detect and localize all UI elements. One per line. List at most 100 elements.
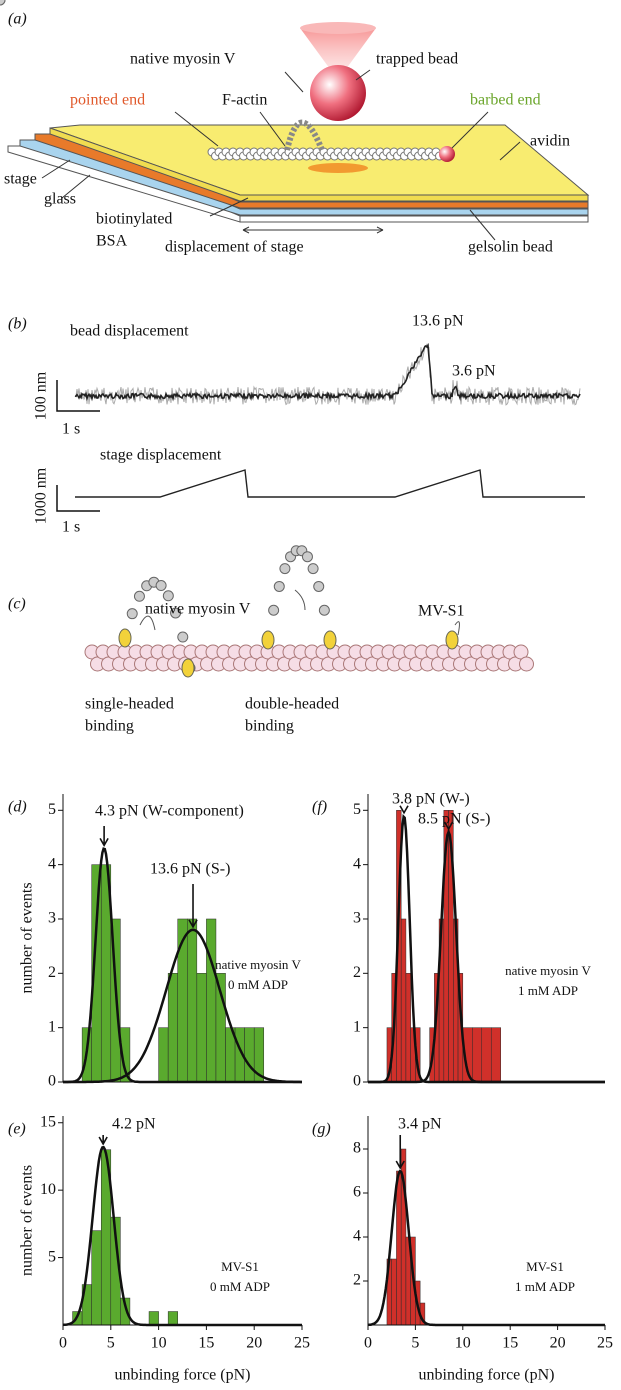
y-tick-label: 4 [353, 1228, 361, 1245]
x-tick-label: 25 [597, 1335, 613, 1352]
annotation: 13.6 pN (S-) [150, 861, 230, 878]
bar [405, 973, 411, 1083]
annotation: native myosin V [505, 963, 591, 978]
y-tick-label: 5 [48, 801, 56, 818]
x-axis-label: unbinding force (pN) [115, 1367, 251, 1384]
y-tick-label: 10 [40, 1181, 56, 1198]
y-tick-label: 15 [40, 1113, 56, 1130]
x-tick-label: 15 [198, 1335, 214, 1352]
histogram: (g) 2 4 6 8 0 5 10 15 20 25 unbinding force (pN) 3.4… [312, 1116, 613, 1384]
bar [206, 918, 217, 1083]
x-tick-label: 10 [151, 1335, 167, 1352]
bar [158, 1027, 169, 1083]
label: native myosin V [145, 601, 251, 618]
label: pointed end [70, 92, 145, 109]
annotation: 3.8 pN (W-) [392, 791, 470, 808]
panel-label: (g) [312, 1121, 331, 1138]
label: binding [245, 718, 294, 735]
panel-label: (e) [8, 1121, 26, 1138]
label: stage [4, 171, 37, 188]
y-tick-label: 3 [353, 910, 361, 927]
actin-bead [519, 656, 534, 672]
x-tick-label: 0 [59, 1335, 67, 1352]
label: barbed end [470, 92, 541, 109]
y-tick-label: 0 [48, 1073, 56, 1090]
panel-label: (f) [312, 799, 327, 816]
x-tick-label: 5 [107, 1335, 115, 1352]
annotation: 4.2 pN [112, 1116, 156, 1133]
stage-trace [75, 469, 585, 498]
x-tick-label: 0 [364, 1335, 372, 1352]
label: F-actin [222, 92, 267, 109]
annotation: 1 mM ADP [515, 1279, 575, 1294]
y-tick-label: 8 [353, 1140, 361, 1157]
annotation: 4.3 pN (W-component) [95, 803, 244, 820]
trapped-bead [310, 65, 366, 121]
y-tick-label: 1 [353, 1018, 361, 1035]
fit-curve [63, 928, 302, 1084]
stage-layer [239, 215, 589, 223]
label: double-headed [245, 696, 339, 713]
laser-cone [300, 28, 376, 80]
y-tick-label: 1 [48, 1018, 56, 1035]
bar [472, 1027, 483, 1083]
y-tick-label: 3 [48, 910, 56, 927]
myosin-bead [301, 551, 313, 563]
myosin-tail [454, 621, 460, 636]
f-actin [84, 644, 534, 672]
bar [187, 918, 198, 1083]
laser-spot [308, 163, 368, 173]
y-axis-label: number of events [19, 882, 36, 993]
y-tick-label: 5 [353, 801, 361, 818]
panel-label: (b) [8, 316, 27, 333]
x-tick-label: 20 [246, 1335, 262, 1352]
myosin-tail [294, 589, 306, 611]
myosin [284, 119, 325, 152]
label: bead displacement [70, 323, 189, 340]
panel-label: (d) [8, 799, 27, 816]
scale-label: 1000 nm [33, 467, 50, 524]
bar [490, 1027, 501, 1083]
bar [244, 1027, 255, 1083]
avidin-edge [49, 127, 589, 202]
y-tick-label: 4 [353, 855, 361, 872]
y-tick-label: 4 [48, 855, 56, 872]
bead-trace [74, 342, 581, 402]
myosin-drawings [0, 0, 460, 678]
annotation: 1 mM ADP [518, 983, 578, 998]
myosin-bead [0, 0, 6, 6]
label: 3.6 pN [452, 363, 496, 380]
y-tick-label: 0 [353, 1073, 361, 1090]
bar [481, 1027, 492, 1083]
myosin-tail [139, 615, 156, 631]
panel-label: (c) [8, 596, 26, 613]
myosin-bead [313, 580, 325, 592]
bead-trace-raw [74, 343, 581, 406]
annotation: native myosin V [215, 957, 301, 972]
label: BSA [96, 233, 128, 250]
myosin-bead [170, 607, 182, 619]
myosin-bead [133, 590, 145, 602]
histogram: (d) 0 1 2 3 4 5 number of events 4.3 pN (W-compo… [8, 794, 302, 1090]
myosin-head [445, 630, 459, 650]
peak-arrow [443, 821, 454, 832]
bar [167, 1311, 178, 1326]
label: MV-S1 [418, 603, 465, 620]
y-tick-label: 2 [48, 964, 56, 981]
myosin-bead [307, 563, 319, 575]
bar [148, 1311, 159, 1326]
x-tick-label: 25 [294, 1335, 310, 1352]
myosin-bead [126, 608, 138, 620]
panel-c: (c) native myosin V MV-S1 single-headed … [0, 0, 534, 735]
bar [196, 973, 207, 1083]
y-tick-label: 2 [353, 1272, 361, 1289]
myosin-head [261, 630, 275, 650]
label: gelsolin bead [468, 239, 553, 256]
peak-arrow [99, 826, 109, 847]
label: 13.6 pN [412, 313, 464, 330]
label: binding [85, 718, 134, 735]
panel-label: (a) [8, 11, 27, 28]
label: avidin [530, 133, 570, 150]
